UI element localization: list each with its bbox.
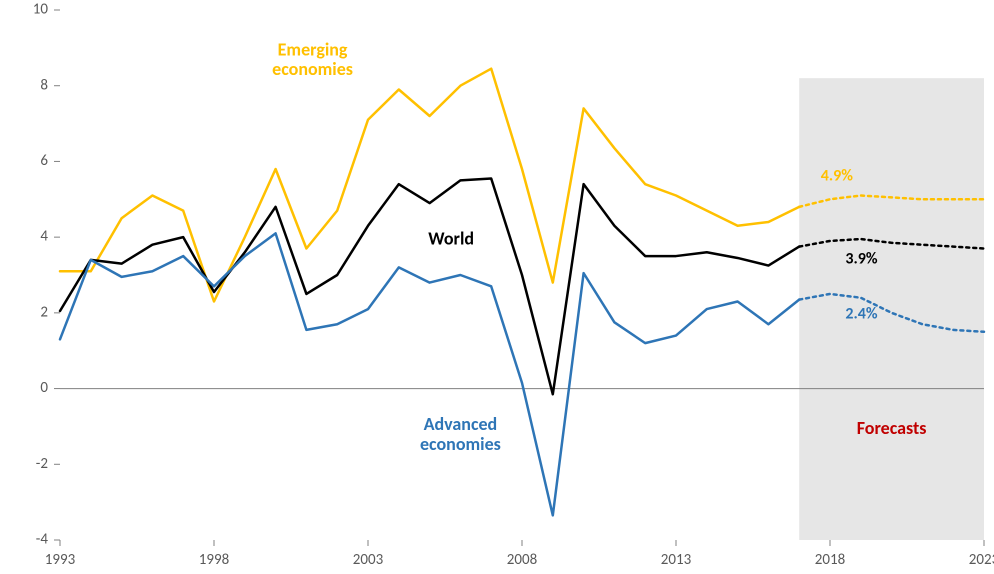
series-world-value-label: 3.9% xyxy=(845,250,877,269)
y-tick-label: 10 xyxy=(33,1,49,19)
x-tick-label: 2003 xyxy=(353,551,384,569)
y-tick-label: 8 xyxy=(40,76,48,94)
series-emerging-value-label: 4.9% xyxy=(821,166,853,185)
series-advanced xyxy=(60,233,799,515)
forecast-band xyxy=(799,78,984,540)
line-chart: -4 -2 0 2 4 6 8 10 1993 1998 2003 2008 2013 2018 2023 E… xyxy=(0,0,994,574)
x-tick-label: 1993 xyxy=(45,551,76,569)
series-advanced-value-label: 2.4% xyxy=(845,305,877,324)
y-tick-label: -4 xyxy=(36,531,49,549)
series-world xyxy=(60,178,799,394)
y-tick-label: 6 xyxy=(40,152,48,170)
x-tick-label: 1998 xyxy=(199,551,229,569)
series-emerging xyxy=(60,69,799,302)
x-tick-label: 2008 xyxy=(507,551,537,569)
y-tick-label: 0 xyxy=(40,379,48,397)
x-tick-label: 2013 xyxy=(661,551,692,569)
x-tick-label: 2023 xyxy=(969,551,994,569)
forecasts-label: Forecasts xyxy=(857,417,927,439)
series-emerging-label: Emergingeconomies xyxy=(272,38,353,80)
series-world-label: World xyxy=(428,228,474,250)
x-tick-label: 2018 xyxy=(815,551,845,569)
y-tick-label: 4 xyxy=(40,228,48,246)
y-tick-label: -2 xyxy=(36,455,48,473)
y-tick-label: 2 xyxy=(40,303,48,321)
series-advanced-label: Advancedeconomies xyxy=(420,413,501,455)
